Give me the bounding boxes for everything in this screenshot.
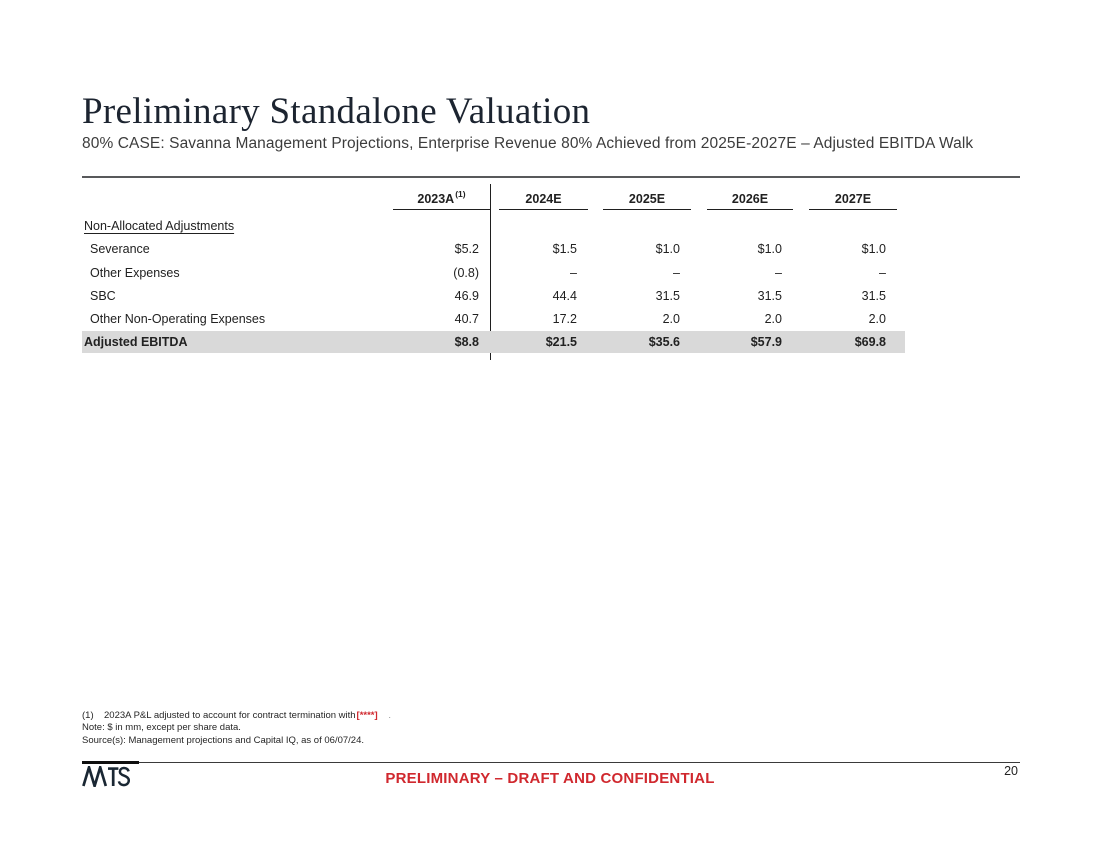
table-cell: (0.8)	[453, 266, 479, 280]
mts-logo: MTS	[82, 762, 131, 791]
table-row-adjusted-ebitda-total: Adjusted EBITDA $8.8 $21.5 $35.6 $57.9 $…	[82, 331, 905, 353]
page-title: Preliminary Standalone Valuation	[82, 91, 591, 132]
redacted-text: [****]	[356, 710, 378, 721]
footnote-reference: (1)	[455, 189, 466, 199]
table-cell: –	[570, 266, 577, 280]
table-cell: –	[775, 266, 782, 280]
column-header-2027e: 2027E	[793, 192, 897, 210]
table-cell: $1.0	[757, 242, 782, 256]
table-cell: –	[673, 266, 680, 280]
page-subtitle: 80% CASE: Savanna Management Projections…	[82, 135, 974, 152]
adjusted-ebitda-walk-table: 2023A(1) 2024E 2025E 2026E 2027E Non-All…	[82, 176, 1020, 370]
table-row-severance: Severance $5.2 $1.5 $1.0 $1.0 $1.0	[82, 238, 897, 260]
table-cell: $1.5	[552, 242, 577, 256]
table-cell: 31.5	[757, 289, 782, 303]
table-cell: $5.2	[454, 242, 479, 256]
column-divider-line	[490, 184, 491, 360]
table-cell: $1.0	[861, 242, 886, 256]
column-header-text: 2023A	[417, 192, 455, 206]
table-cell: $21.5	[545, 335, 577, 349]
column-header-2023a: 2023A(1)	[393, 189, 490, 210]
section-header: Non-Allocated Adjustments	[84, 219, 235, 233]
row-label: Other Expenses	[90, 266, 180, 280]
footnote-text: 2023A P&L adjusted to account for contra…	[104, 710, 356, 721]
table-row-other-non-operating: Other Non-Operating Expenses 40.7 17.2 2…	[82, 308, 897, 330]
footer-divider	[82, 760, 1020, 764]
table-cell: 40.7	[454, 312, 479, 326]
footnote-period: .	[388, 711, 391, 720]
table-cell: 2.0	[868, 312, 886, 326]
table-cell: $1.0	[655, 242, 680, 256]
table-cell: 17.2	[552, 312, 577, 326]
table-cell: 46.9	[454, 289, 479, 303]
row-label: SBC	[90, 289, 116, 303]
footnotes-block: (1) 2023A P&L adjusted to account for con…	[82, 710, 391, 747]
footnote-source: Source(s): Management projections and Ca…	[82, 734, 364, 746]
table-cell: 44.4	[552, 289, 577, 303]
column-header-2025e: 2025E	[588, 192, 691, 210]
table-cell: 31.5	[655, 289, 680, 303]
column-header-2026e: 2026E	[691, 192, 793, 210]
column-header-2024e: 2024E	[490, 192, 588, 210]
table-cell: $35.6	[648, 335, 680, 349]
footer-divider-accent	[82, 760, 139, 764]
footnote-1: (1) 2023A P&L adjusted to account for con…	[82, 710, 391, 722]
table-row-other-expenses: Other Expenses (0.8) – – – –	[82, 262, 897, 284]
total-row-label: Adjusted EBITDA	[84, 335, 188, 349]
table-row-sbc: SBC 46.9 44.4 31.5 31.5 31.5	[82, 285, 897, 307]
table-cell: $8.8	[454, 335, 479, 349]
confidentiality-banner: PRELIMINARY – DRAFT AND CONFIDENTIAL	[385, 770, 715, 787]
page-number: 20	[1004, 764, 1018, 778]
table-cell: $57.9	[750, 335, 782, 349]
mts-logo-graphic	[82, 762, 131, 791]
row-label: Severance	[90, 242, 150, 256]
table-cell: 2.0	[764, 312, 782, 326]
table-section-row: Non-Allocated Adjustments	[82, 215, 897, 237]
table-cell: –	[879, 266, 886, 280]
table-cell: 31.5	[861, 289, 886, 303]
table-cell: $69.8	[854, 335, 886, 349]
table-header-row: 2023A(1) 2024E 2025E 2026E 2027E	[82, 186, 897, 210]
footnote-note: Note: $ in mm, except per share data.	[82, 722, 241, 734]
footnote-marker: (1)	[82, 710, 94, 721]
row-label: Other Non-Operating Expenses	[90, 312, 266, 326]
table-cell: 2.0	[662, 312, 680, 326]
